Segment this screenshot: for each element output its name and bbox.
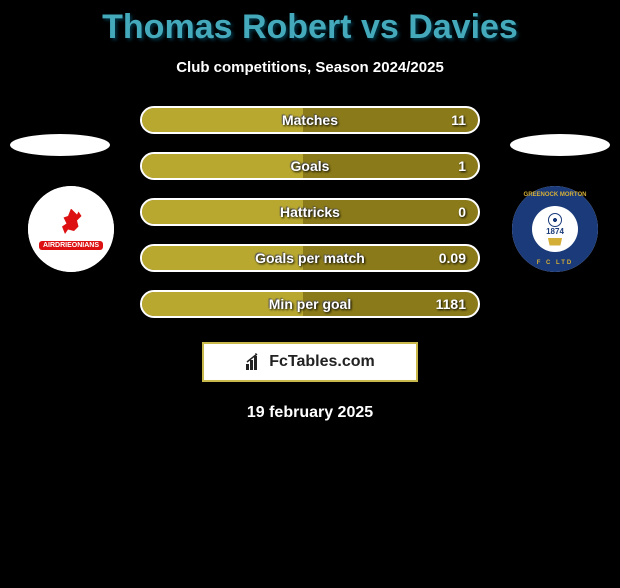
stat-fill xyxy=(142,108,303,132)
footer-brand-badge[interactable]: FcTables.com xyxy=(202,342,418,382)
stat-right-value: 1181 xyxy=(436,296,466,312)
ball-icon xyxy=(548,213,562,227)
ship-icon xyxy=(546,238,564,246)
stat-row: Min per goal 1181 xyxy=(140,290,480,318)
stat-right-value: 11 xyxy=(451,112,466,128)
rooster-icon xyxy=(56,209,86,239)
stat-label: Goals xyxy=(291,158,330,174)
stat-row: Goals per match 0.09 xyxy=(140,244,480,272)
club-badge-right: GREENOCK MORTON 1874 F C LTD xyxy=(512,186,598,272)
player-photo-right xyxy=(510,134,610,156)
club-right-top-text: GREENOCK MORTON xyxy=(524,192,587,198)
stat-right-value: 0 xyxy=(458,204,466,220)
club-badge-left: AIRDRIEONIANS xyxy=(28,186,114,272)
stat-label: Goals per match xyxy=(255,250,365,266)
stat-right-value: 0.09 xyxy=(439,250,466,266)
stat-right-value: 1 xyxy=(458,158,466,174)
footer-brand-text: FcTables.com xyxy=(269,353,375,371)
date-text: 19 february 2025 xyxy=(0,404,620,422)
bars-icon xyxy=(245,352,265,372)
club-right-bottom-text: F C LTD xyxy=(537,260,574,266)
player-photo-left xyxy=(10,134,110,156)
club-right-year: 1874 xyxy=(546,227,564,236)
stat-label: Min per goal xyxy=(269,296,351,312)
stat-label: Matches xyxy=(282,112,338,128)
stat-row: Matches 11 xyxy=(140,106,480,134)
page-title: Thomas Robert vs Davies xyxy=(0,8,620,47)
stat-fill xyxy=(142,154,303,178)
stat-row: Hattricks 0 xyxy=(140,198,480,226)
stat-label: Hattricks xyxy=(280,204,340,220)
subtitle: Club competitions, Season 2024/2025 xyxy=(0,59,620,76)
stat-row: Goals 1 xyxy=(140,152,480,180)
stats-container: Matches 11 Goals 1 Hattricks 0 Goals per match… xyxy=(140,106,480,318)
club-left-label: AIRDRIEONIANS xyxy=(39,241,103,250)
